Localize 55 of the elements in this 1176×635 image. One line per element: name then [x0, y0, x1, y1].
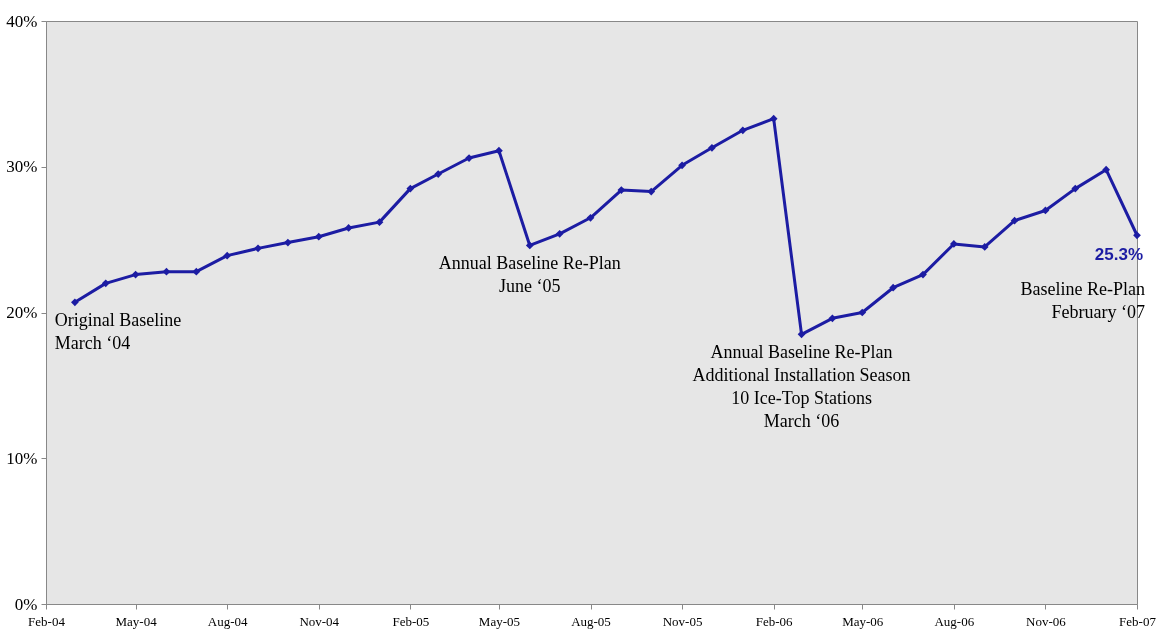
x-tick-label: Nov-05 — [662, 613, 703, 629]
x-tick-label: Nov-06 — [1026, 613, 1067, 629]
point — [375, 218, 384, 227]
point — [678, 161, 686, 170]
x-tick-label: Feb-04 — [28, 613, 66, 629]
point — [858, 308, 867, 317]
point — [738, 126, 747, 135]
x-tick-label: Feb-07 — [1119, 613, 1157, 629]
point — [919, 270, 927, 279]
point — [192, 267, 201, 276]
x-tick-label: May-05 — [478, 613, 521, 629]
point — [1010, 216, 1019, 225]
point — [769, 114, 778, 123]
point — [254, 244, 262, 253]
point — [525, 241, 534, 250]
x-tick-label: Feb-05 — [392, 613, 430, 629]
x-tick-label: Aug-04 — [207, 613, 249, 629]
annotation: Annual Baseline Re-Plan Additional Installation Season 10 Ice-Top Stations March ‘06 — [692, 342, 911, 432]
x-tick-label: May-06 — [842, 613, 884, 629]
y-tick-label: 10% — [6, 448, 38, 468]
point — [555, 229, 564, 238]
x-tick-label: Aug-06 — [934, 613, 975, 629]
y-tick-label: 20% — [6, 303, 38, 322]
point — [406, 184, 415, 193]
point — [889, 283, 897, 292]
point — [223, 251, 232, 260]
y-tick-label: 40% — [6, 11, 38, 31]
point — [647, 187, 656, 196]
data-label: 25.3% — [1094, 245, 1143, 265]
point — [314, 232, 323, 241]
point — [797, 330, 806, 339]
point — [708, 143, 716, 152]
point — [1102, 165, 1111, 174]
point — [949, 240, 958, 248]
x-tick-label: Nov-04 — [299, 613, 340, 629]
point — [1071, 184, 1080, 193]
point — [586, 213, 595, 222]
point — [1133, 231, 1141, 240]
point — [284, 238, 292, 247]
y-tick-label: 0% — [14, 594, 38, 614]
x-tick-label: May-04 — [115, 613, 158, 629]
x-tick-label: Feb-06 — [755, 613, 794, 629]
annotation: Annual Baseline Re-Plan June ‘05 — [438, 253, 621, 297]
point — [434, 170, 443, 178]
point — [828, 314, 837, 323]
point — [344, 224, 353, 232]
point — [495, 146, 503, 155]
point — [131, 270, 140, 279]
point — [162, 267, 171, 276]
point — [101, 279, 110, 288]
y-tick-label: 30% — [6, 157, 38, 177]
annotation: Baseline Re-Plan February ‘07 — [1020, 279, 1145, 323]
point — [70, 298, 79, 307]
annotation: Original Baseline March ‘04 — [54, 310, 182, 354]
x-tick-label: Aug-05 — [571, 613, 611, 629]
